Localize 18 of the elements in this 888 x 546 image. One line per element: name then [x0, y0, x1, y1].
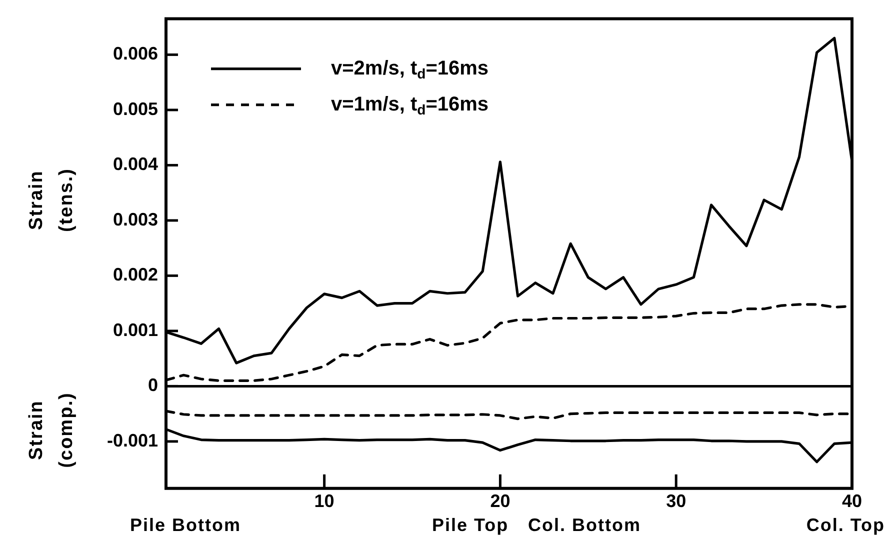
text: Col. Bottom	[528, 515, 641, 536]
y-tick-label: 0.006	[112, 44, 158, 64]
y-tick-label: 0.001	[112, 320, 158, 340]
text: Col. Top	[806, 515, 885, 536]
x-tick-label: 10	[314, 491, 334, 512]
y-axis-title: Strain (tens.)	[25, 167, 78, 234]
x-tick-label: 40	[842, 491, 862, 512]
y-tick-label: 0	[148, 375, 158, 396]
text: Pile Top	[432, 515, 509, 536]
y-tick-label: -0.001	[106, 430, 158, 450]
text: Pile Bottom	[130, 515, 242, 536]
x-tick-label: 20	[490, 491, 510, 512]
y-tick-label: 0.004	[112, 154, 158, 174]
x-tick-label: 30	[666, 491, 686, 512]
y-tick-label: 0.002	[112, 264, 158, 285]
text: Strain (comp.)	[25, 391, 78, 470]
y-tick-label: 0.005	[112, 98, 158, 119]
y-tick-label: 0.003	[112, 209, 158, 230]
